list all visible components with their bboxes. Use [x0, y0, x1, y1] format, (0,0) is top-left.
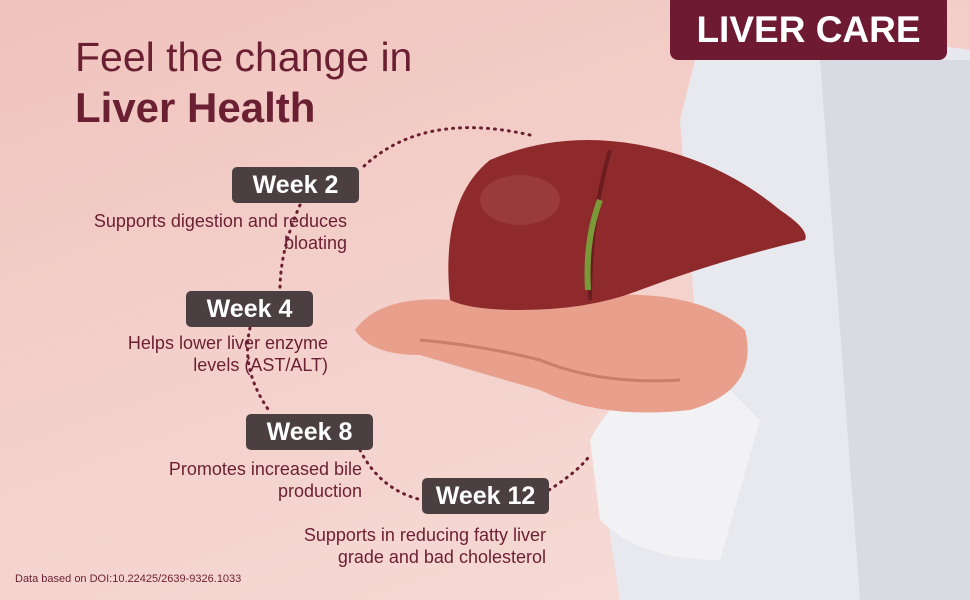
desc-line: Helps lower liver enzyme — [127, 333, 328, 353]
week-description: Supports in reducing fatty liver grade a… — [304, 524, 546, 568]
week-badge: Week 8 — [246, 414, 373, 450]
desc-line: Supports in reducing fatty liver — [303, 525, 546, 545]
week-description: Helps lower liver enzyme levels (AST/ALT… — [128, 332, 328, 376]
headline-line1: Feel the change in — [75, 34, 413, 80]
week-badge: Week 12 — [422, 478, 549, 514]
week-badge: Week 4 — [186, 291, 313, 327]
desc-line: levels (AST/ALT) — [193, 355, 328, 375]
headline-line2: Liver Health — [75, 84, 316, 131]
week-description: Supports digestion and reduces bloating — [94, 210, 347, 254]
desc-line: production — [277, 481, 362, 501]
week-description: Promotes increased bile production — [169, 458, 362, 502]
hand — [355, 294, 748, 413]
brand-badge: LIVER CARE — [670, 0, 947, 60]
desc-line: Promotes increased bile — [168, 459, 362, 479]
desc-line: bloating — [283, 233, 347, 253]
week-badge: Week 2 — [232, 167, 359, 203]
desc-line: Supports digestion and reduces — [93, 211, 347, 231]
timeline-path — [246, 126, 592, 502]
desc-line: grade and bad cholesterol — [337, 547, 546, 567]
footnote: Data based on DOI:10.22425/2639-9326.103… — [15, 573, 242, 585]
